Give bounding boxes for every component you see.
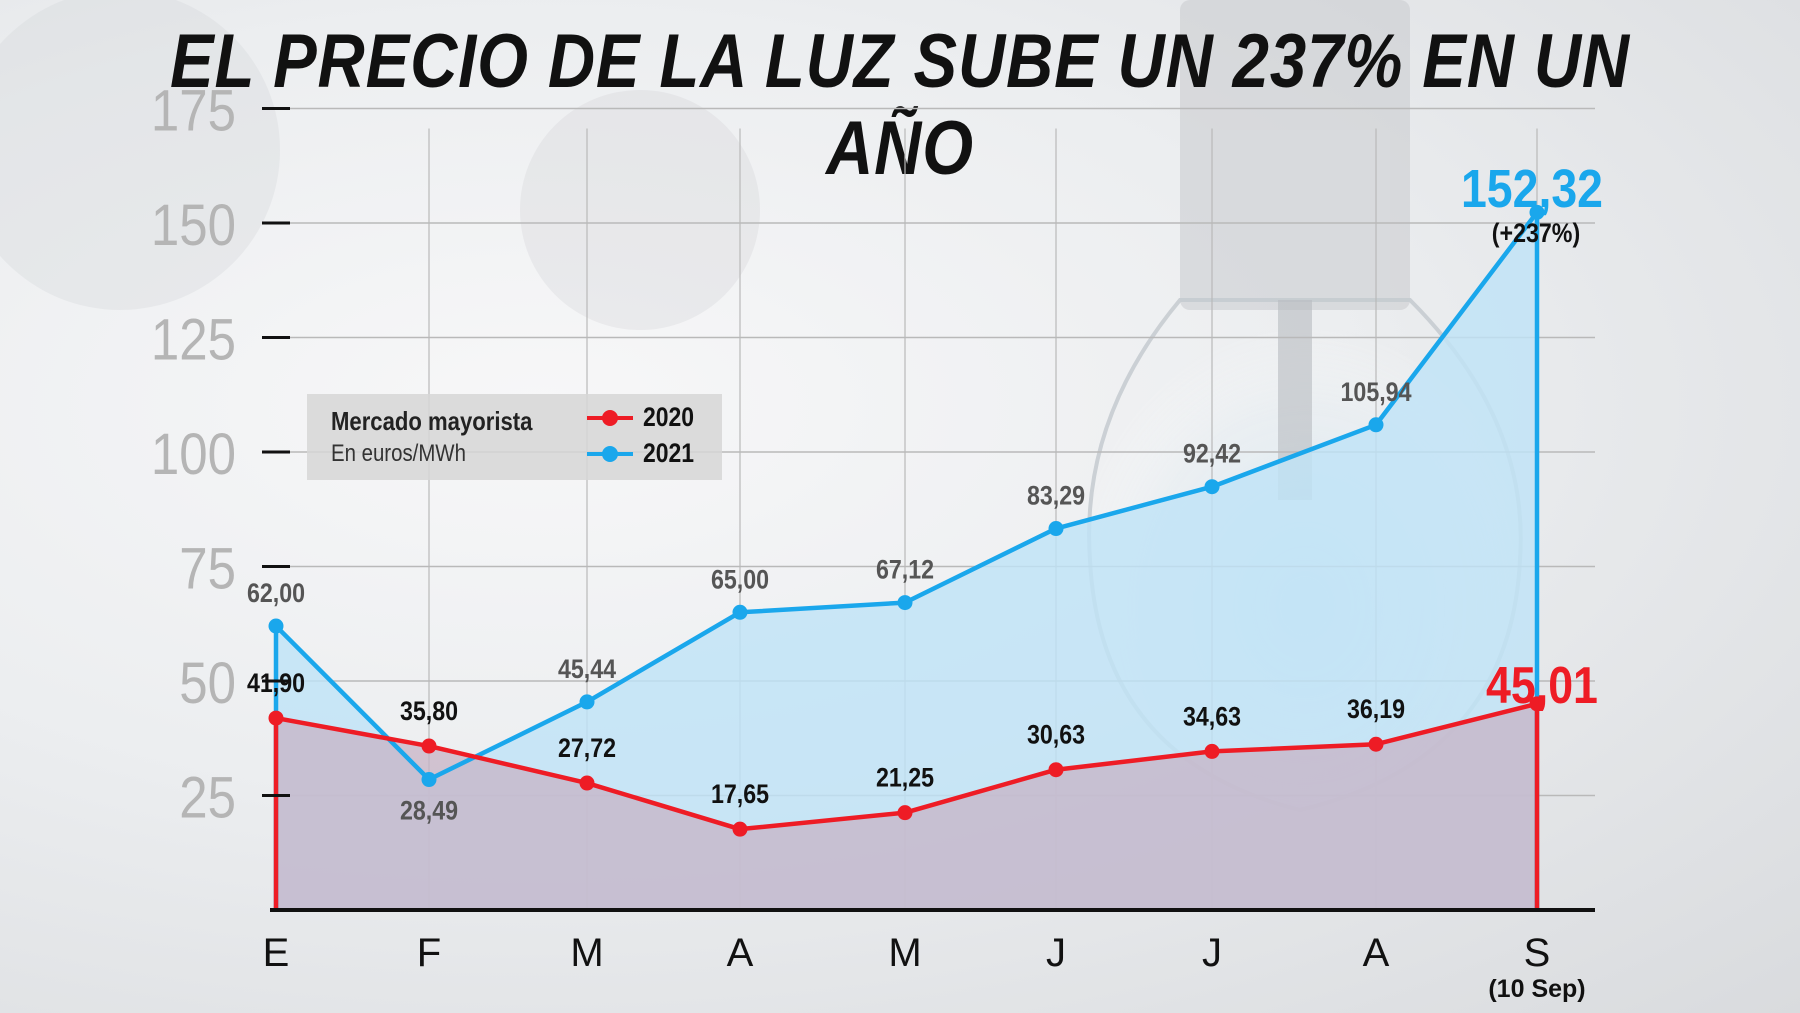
data-label-2020-4: 21,25 (876, 763, 934, 793)
highlight-pct-2021: (+237%) (1492, 218, 1580, 248)
highlight-value-2020: 45,01 (1486, 657, 1598, 715)
data-label-2021-5: 83,29 (1027, 481, 1085, 511)
legend-label-2021: 2021 (643, 438, 695, 468)
legend-box: Mercado mayorista En euros/MWh 2020 2021 (307, 394, 722, 480)
legend-label-2020: 2020 (643, 402, 695, 432)
point-2020-M-4 (897, 805, 913, 821)
chart-title: EL PRECIO DE LA LUZ SUBE UN 237% EN UN A… (170, 19, 1630, 191)
point-2020-J-5 (1048, 762, 1064, 778)
point-2020-M-2 (579, 775, 595, 791)
point-2021-J-6 (1204, 479, 1220, 495)
data-label-2021-1: 28,49 (400, 796, 458, 826)
x-tick-label-5: J (1046, 931, 1066, 975)
data-label-2021-6: 92,42 (1183, 439, 1241, 469)
area-layer (276, 212, 1537, 911)
data-label-2020-1: 35,80 (400, 696, 458, 726)
area-2021 (276, 212, 1537, 911)
y-tick-label-150: 150 (151, 193, 236, 258)
x-tick-label-4: M (888, 931, 921, 975)
y-tick-label-125: 125 (151, 307, 236, 372)
y-tick-label-175: 175 (151, 78, 236, 143)
point-2021-A-3 (732, 604, 748, 620)
point-2020-A-3 (732, 821, 748, 837)
point-2021-E-0 (268, 618, 284, 634)
x-tick-label-6: J (1202, 931, 1222, 975)
point-2020-E-0 (268, 710, 284, 726)
point-2021-M-2 (579, 694, 595, 710)
x-tick-label-0: E (263, 931, 290, 975)
data-label-2020-5: 30,63 (1027, 720, 1085, 750)
data-label-2020-6: 34,63 (1183, 702, 1241, 732)
y-tick-label-50: 50 (179, 651, 236, 716)
data-label-2020-3: 17,65 (711, 780, 769, 810)
point-2021-J-5 (1048, 521, 1064, 537)
data-label-2021-4: 67,12 (876, 555, 934, 585)
point-2021-F-1 (421, 772, 437, 788)
y-tick-label-75: 75 (179, 536, 236, 601)
x-tick-label-3: A (727, 931, 754, 975)
point-2021-A-7 (1368, 417, 1384, 433)
point-2020-J-6 (1204, 743, 1220, 759)
x-tick-label-2: M (570, 931, 603, 975)
point-2021-S-8 (1529, 204, 1545, 220)
data-label-2021-3: 65,00 (711, 565, 769, 595)
y-tick-label-100: 100 (151, 422, 236, 487)
point-2021-M-4 (897, 595, 913, 611)
legend-marker-2021 (602, 446, 618, 462)
legend-subtitle: En euros/MWh (331, 440, 466, 467)
data-label-2020-2: 27,72 (558, 733, 616, 763)
x-tick-note: (10 Sep) (1488, 975, 1585, 1003)
data-label-2021-2: 45,44 (558, 654, 616, 684)
data-label-2021-0: 62,00 (247, 578, 305, 608)
axis-layer: 25 50 75 100 125 150 175 E F M A M J J A S(10 Sep) (151, 78, 1595, 1003)
x-tick-label-8: S (1524, 931, 1551, 975)
label-layer: 62,00 28,49 45,44 65,00 67,12 83,29 92,42 105,9… (247, 158, 1603, 826)
legend-title: Mercado mayorista (331, 406, 533, 436)
point-2020-S-8 (1529, 696, 1545, 712)
y-tick-label-25: 25 (179, 765, 236, 830)
area-2020 (276, 703, 1537, 910)
x-tick-label-7: A (1363, 931, 1390, 975)
point-2020-A-7 (1368, 736, 1384, 752)
legend-marker-2020 (602, 410, 618, 426)
line-layer (268, 204, 1545, 910)
data-label-2020-0: 41,90 (247, 669, 305, 699)
point-2020-F-1 (421, 738, 437, 754)
data-label-2021-7: 105,94 (1340, 377, 1411, 407)
data-label-2020-7: 36,19 (1347, 695, 1405, 725)
highlight-value-2021: 152,32 (1461, 158, 1603, 219)
x-tick-label-1: F (417, 931, 441, 975)
